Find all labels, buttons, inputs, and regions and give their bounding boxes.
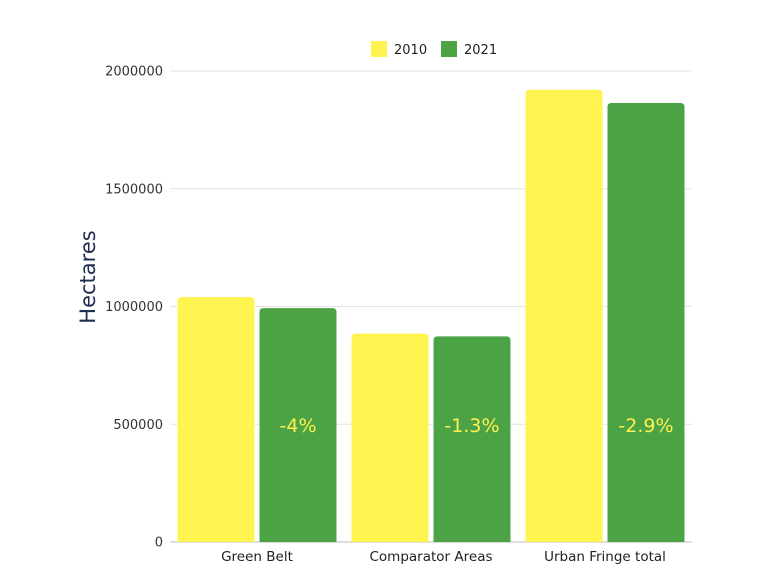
category-label: Green Belt: [221, 549, 293, 565]
annotations: -4% -1.3% -2.9%: [280, 415, 674, 437]
legend-swatch-2021: [441, 41, 457, 57]
change-annotation: -4%: [280, 415, 317, 437]
bar-2021-1: [433, 336, 511, 542]
y-tick-label: 1500000: [105, 182, 163, 197]
change-annotation: -2.9%: [618, 415, 673, 437]
bar-2010-0: [177, 297, 255, 542]
x-axis-categories: Green Belt Comparator Areas Urban Fringe t…: [221, 549, 666, 565]
legend-label-2010: 2010: [394, 43, 427, 58]
bar-2021-0: [259, 308, 337, 542]
y-axis-ticks: 0 500000 1000000 1500000 2000000: [105, 65, 163, 551]
y-tick-label: 500000: [113, 418, 163, 433]
category-label: Urban Fringe total: [544, 549, 666, 565]
y-axis-label: Hectares: [76, 230, 100, 323]
bar-2010-1: [351, 333, 429, 542]
legend: 2010 2021: [371, 41, 497, 58]
change-annotation: -1.3%: [444, 415, 499, 437]
bar-2021-2: [607, 103, 685, 542]
legend-swatch-2010: [371, 41, 387, 57]
bars: [177, 89, 685, 542]
bar-2010-2: [525, 89, 603, 542]
category-label: Comparator Areas: [370, 549, 493, 565]
gridlines: [170, 70, 692, 543]
y-tick-label: 1000000: [105, 300, 163, 315]
y-tick-label: 0: [155, 536, 163, 551]
legend-label-2021: 2021: [464, 43, 497, 58]
y-tick-label: 2000000: [105, 65, 163, 80]
